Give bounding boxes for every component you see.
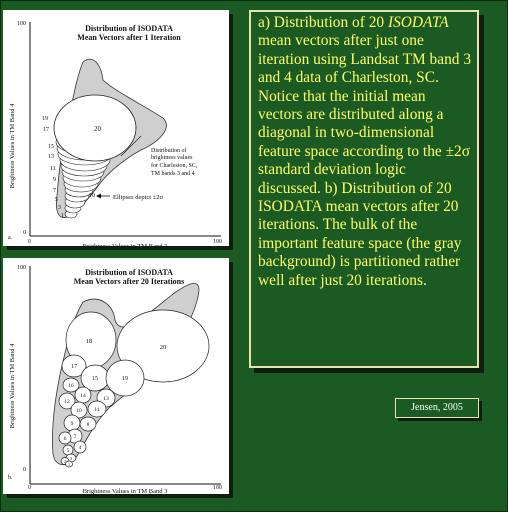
panel-b-diagram: 18 20 17 15 19 16 14 13 12 10 11 9 8 7 6…	[8, 265, 222, 494]
panel-a-y-max: 100	[17, 21, 26, 27]
panel-b-label-13: 13	[103, 396, 109, 402]
panel-b-cluster-6	[58, 431, 72, 445]
panel-a-note-arrowhead	[96, 193, 101, 199]
panel-a-x-min: 0	[28, 239, 31, 245]
panel-b-label-19: 19	[122, 376, 128, 382]
panel-a-title-line1: Distribution of ISODATA	[85, 24, 173, 33]
panel-b-cluster-10	[70, 401, 88, 419]
panel-a-label-10: 10	[89, 193, 95, 199]
panel-b-cluster-16	[62, 377, 80, 393]
panel-a-label-13: 13	[48, 154, 54, 160]
panel-a-x-max: 100	[213, 239, 222, 245]
citation-text: Jensen, 2005	[411, 402, 463, 413]
panel-b-x-axis-label: Brightness Values in TM Band 3	[83, 488, 168, 494]
panel-a-label-3: 3	[58, 205, 61, 211]
panel-b-label-18: 18	[86, 338, 93, 345]
panel-b-label-14: 14	[80, 393, 86, 399]
panel-a-annotation-line2: brightness values	[151, 155, 193, 161]
panel-a-diagram: 20 19 17 15 13 11 9 7 5 3 1 10 Distribut…	[8, 21, 222, 246]
panel-a-annotation-pointer	[120, 135, 142, 157]
panel-a-ellipse-note: Ellipses depict ±2σ	[113, 194, 164, 201]
panel-a-annotation-line1: Distribution of	[151, 147, 187, 154]
description-box: a) Distribution of 20 ISODATA mean vecto…	[249, 10, 479, 368]
panel-b-cluster-11	[87, 400, 107, 418]
description-part2: mean vectors after just one iteration us…	[258, 32, 472, 289]
description-text: a) Distribution of 20 ISODATA mean vecto…	[258, 14, 471, 290]
panel-b-cluster-12	[58, 392, 76, 410]
panel-b-label-12: 12	[64, 399, 70, 405]
panel-a-y-min: 0	[23, 230, 26, 236]
panel-a-label-1: 1	[61, 213, 64, 219]
description-italic: ISODATA	[387, 14, 449, 31]
panel-b-label-17: 17	[71, 364, 77, 370]
panel-b-cluster-ellipses	[58, 309, 210, 468]
panel-a-x-axis-label: Brightness Values in TM Band 3	[83, 243, 168, 246]
panel-b-figure: 18 20 17 15 19 16 14 13 12 10 11 9 8 7 6…	[3, 258, 229, 494]
panel-b-label-20: 20	[160, 344, 167, 351]
panel-a-corner-label: a.	[8, 235, 13, 241]
panel-a-label-11: 11	[50, 166, 56, 172]
panel-a-title-line2: Mean Vectors after 1 Iteration	[77, 33, 181, 42]
panel-b-cluster-20	[116, 309, 210, 383]
panel-b-label-15: 15	[92, 376, 98, 382]
panel-b-x-min: 0	[28, 485, 31, 491]
panel-b-title-line2: Mean Vectors after 20 Iterations	[74, 277, 185, 286]
panel-b-label-16: 16	[68, 383, 74, 389]
panel-b-cluster-4	[73, 440, 87, 454]
panel-b-label-5: 5	[67, 449, 70, 454]
panel-a-label-17: 17	[43, 127, 49, 133]
panel-b-label-8: 8	[87, 422, 90, 428]
panel-a-y-axis-label: Brightness Values in TM Band 4	[9, 103, 16, 189]
panel-b-label-3: 3	[70, 456, 73, 461]
panel-b-y-max: 100	[17, 265, 26, 271]
panel-b-title-line1: Distribution of ISODATA	[85, 268, 173, 277]
panel-b-corner-label: b.	[8, 475, 13, 481]
panel-b-y-axis-label: Brightness Values in TM Band 4	[9, 343, 16, 429]
panel-b-label-9: 9	[71, 421, 74, 427]
panel-b-label-1: 1	[68, 462, 70, 467]
panel-a-figure: 20 19 17 15 13 11 9 7 5 3 1 10 Distribut…	[3, 10, 229, 246]
panel-b-cluster-19	[105, 359, 145, 397]
panel-a-label-7: 7	[53, 188, 56, 194]
panel-b-cluster-17	[61, 354, 87, 378]
panel-b-label-2: 2	[64, 459, 66, 464]
panel-b-label-7: 7	[74, 434, 77, 440]
panel-a-label-9: 9	[53, 177, 56, 183]
citation-box: Jensen, 2005	[395, 398, 479, 418]
panel-b-label-10: 10	[76, 408, 82, 414]
panel-a-annotation-line3: for Charleston, SC,	[151, 162, 198, 169]
panel-a-label-19: 19	[42, 116, 48, 122]
panel-b-cluster-8	[79, 416, 97, 432]
panel-a-label-15: 15	[48, 144, 54, 150]
panel-b-cluster-1	[65, 460, 73, 468]
panel-b-label-4: 4	[79, 445, 82, 451]
panel-b-y-min: 0	[23, 467, 26, 473]
panel-b-label-11: 11	[94, 407, 100, 413]
description-part1: a) Distribution of 20	[258, 14, 388, 31]
panel-a-label-20: 20	[94, 125, 102, 133]
panel-b-label-6: 6	[64, 436, 67, 442]
panel-a-cluster-20	[53, 94, 137, 162]
panel-b-x-max: 100	[213, 485, 222, 491]
panel-a-annotation-line4: TM bands 3 and 4	[151, 171, 195, 177]
panel-a-label-5: 5	[55, 197, 58, 203]
